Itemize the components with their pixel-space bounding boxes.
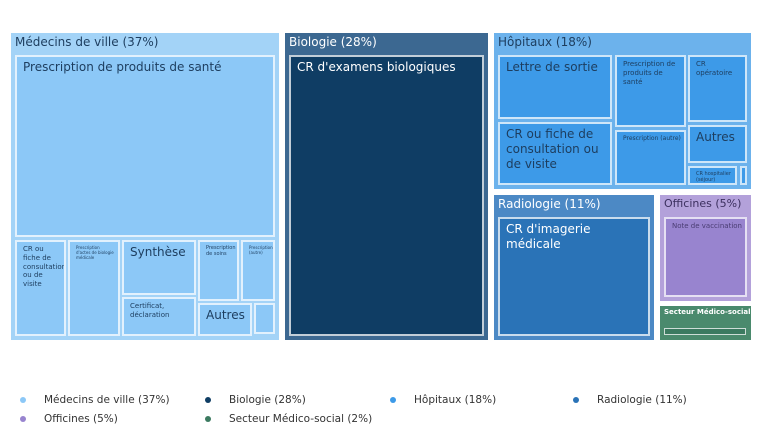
legend-label: Radiologie (11%) [597, 394, 687, 406]
treemap-node[interactable]: Autres [688, 125, 747, 163]
treemap-node[interactable]: Note de vaccination [664, 217, 747, 297]
treemap-node[interactable]: Synthèse [122, 240, 196, 295]
treemap-node[interactable]: Prescription de produits de santé [15, 55, 275, 237]
treemap-node[interactable]: Certificat, déclaration [122, 297, 196, 336]
treemap: Médecins de ville (37%) Prescription de p… [10, 32, 768, 341]
legend-label: Biologie (28%) [229, 394, 306, 406]
treemap-group[interactable] [659, 305, 752, 341]
legend-marker [20, 416, 26, 422]
node-label: Prescription (autre) [623, 135, 681, 142]
legend-item[interactable]: Biologie (28%) [205, 394, 306, 406]
node-label: CR opératoire [696, 60, 733, 77]
legend-marker [205, 397, 211, 403]
group-label: Officines (5%) [664, 197, 742, 210]
treemap-node[interactable]: Prescription de soins [198, 240, 239, 301]
group-label: Secteur Médico-social (2%) [664, 308, 768, 316]
treemap-node[interactable]: Autres [198, 303, 252, 336]
node-label: Lettre de sortie [506, 60, 598, 74]
treemap-node[interactable] [254, 303, 275, 334]
group-label: Hôpitaux (18%) [498, 35, 592, 49]
node-label: Prescription de soins [206, 245, 236, 258]
treemap-node[interactable]: CR d'examens biologiques [289, 55, 484, 336]
treemap-node[interactable]: Prescription (autre) [241, 240, 275, 301]
node-label: Prescription d'actes de biologie médical… [76, 245, 114, 260]
legend-item[interactable]: Hôpitaux (18%) [390, 394, 496, 406]
node-label: CR d'examens biologiques [297, 60, 456, 74]
group-label: Radiologie (11%) [498, 197, 601, 211]
node-label: Prescription de produits de santé [23, 60, 222, 74]
legend-label: Hôpitaux (18%) [414, 394, 497, 406]
legend-item[interactable]: Secteur Médico-social (2%) [205, 413, 372, 425]
node-label: Prescription (autre) [249, 245, 273, 255]
legend-item[interactable]: Radiologie (11%) [573, 394, 687, 406]
legend-marker [205, 416, 211, 422]
group-label: Biologie (28%) [289, 35, 377, 49]
legend-item[interactable]: Officines (5%) [20, 413, 118, 425]
node-label: CR d'imagerie médicale [506, 222, 591, 251]
treemap-node[interactable]: Prescription de produits de santé [615, 55, 686, 127]
treemap-node[interactable] [664, 328, 746, 335]
node-label: CR ou fiche de consultation ou de visite [23, 245, 66, 288]
node-label: Autres [696, 130, 735, 144]
treemap-node[interactable]: Prescription (autre) [615, 130, 686, 185]
treemap-node[interactable]: CR hospitalier (séjour) [688, 166, 737, 185]
treemap-node[interactable]: CR ou fiche de consultation ou de visite [498, 122, 612, 185]
node-label: CR ou fiche de consultation ou de visite [506, 127, 599, 171]
node-label: CR hospitalier (séjour) [696, 171, 731, 184]
legend-marker [573, 397, 579, 403]
legend-marker [390, 397, 396, 403]
legend-label: Secteur Médico-social (2%) [229, 413, 373, 425]
treemap-node[interactable]: Prescription d'actes de biologie médical… [68, 240, 120, 336]
node-label: Synthèse [130, 245, 186, 259]
node-label: Note de vaccination [672, 222, 742, 230]
legend-marker [20, 397, 26, 403]
legend-item[interactable]: Médecins de ville (37%) [20, 394, 170, 406]
treemap-node[interactable]: Lettre de sortie [498, 55, 612, 119]
node-label: Autres [206, 308, 245, 322]
node-label: Certificat, déclaration [130, 302, 170, 319]
treemap-node[interactable]: CR ou fiche de consultation ou de visite [15, 240, 66, 336]
legend-label: Médecins de ville (37%) [44, 394, 170, 406]
node-label: Prescription de produits de santé [623, 60, 676, 86]
treemap-node[interactable]: CR opératoire [688, 55, 747, 122]
legend-label: Officines (5%) [44, 413, 118, 425]
group-label: Médecins de ville (37%) [15, 35, 159, 49]
treemap-node[interactable]: CR d'imagerie médicale [498, 217, 650, 336]
treemap-node[interactable] [740, 166, 747, 185]
